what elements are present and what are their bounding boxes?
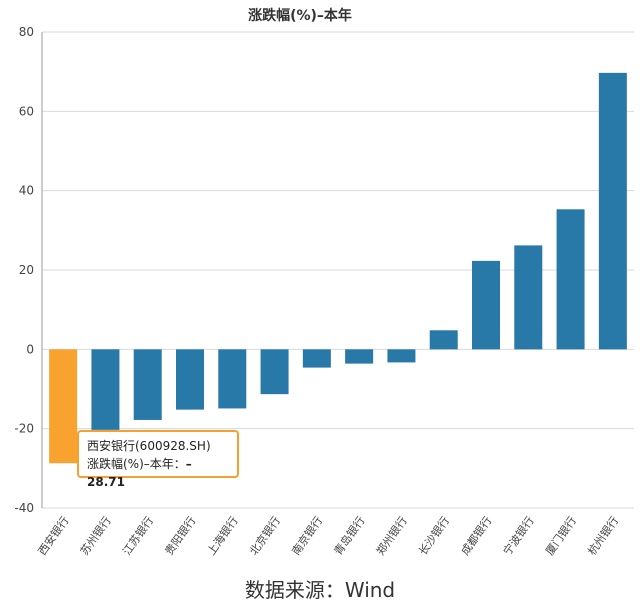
bar[interactable] (218, 349, 247, 409)
bar[interactable] (429, 330, 458, 350)
tooltip-value-line: 涨跌幅(%)–本年：–28.71 (87, 455, 229, 491)
bar[interactable] (556, 209, 585, 350)
bar[interactable] (176, 349, 204, 410)
y-tick-label: 40 (19, 184, 34, 198)
bar-chart: 涨跌幅(%)–本年 -40 -20 0 20 40 60 80 西安银行 苏州银行 江苏银行 贵阳… (14, 7, 634, 558)
bar[interactable] (302, 349, 331, 368)
y-axis-ticks: -40 -20 0 20 40 60 80 (14, 25, 34, 515)
bar[interactable] (387, 349, 416, 363)
bar[interactable] (472, 260, 500, 350)
y-tick-label: 80 (19, 25, 34, 39)
y-tick-label: -20 (14, 422, 34, 436)
x-tick-label: 长沙银行 (415, 514, 452, 558)
x-tick-label: 宁波银行 (500, 514, 537, 558)
bar[interactable] (133, 349, 162, 420)
bar[interactable] (345, 349, 374, 364)
tooltip-title: 西安银行(600928.SH) (87, 439, 211, 453)
x-tick-label: 南京银行 (289, 514, 326, 558)
chart-title: 涨跌幅(%)–本年 (248, 7, 352, 24)
x-tick-label: 江苏银行 (119, 514, 156, 558)
tooltip-value-label: 涨跌幅(%)–本年： (87, 457, 186, 471)
x-tick-label: 西安银行 (35, 514, 72, 558)
bar[interactable] (49, 349, 78, 464)
x-tick-label: 北京银行 (246, 514, 283, 558)
x-tick-label: 上海银行 (204, 514, 241, 558)
x-tick-label: 厦门银行 (542, 514, 579, 558)
y-tick-label: 60 (19, 104, 34, 118)
x-tick-label: 杭州银行 (585, 514, 622, 558)
bar[interactable] (598, 72, 627, 350)
y-tick-label: 0 (26, 342, 34, 356)
bar[interactable] (514, 245, 543, 350)
y-tick-label: -40 (14, 501, 34, 515)
bars (49, 72, 627, 464)
bar[interactable] (260, 349, 289, 395)
x-tick-label: 青岛银行 (331, 514, 368, 558)
x-axis-labels: 西安银行 苏州银行 江苏银行 贵阳银行 上海银行 北京银行 南京银行 青岛银行 郑州银行 长沙银行… (35, 514, 621, 558)
y-tick-label: 20 (19, 263, 34, 277)
x-tick-label: 成都银行 (458, 514, 495, 558)
x-tick-label: 贵阳银行 (162, 514, 199, 558)
tooltip: 西安银行(600928.SH) 涨跌幅(%)–本年：–28.71 (77, 430, 239, 489)
x-tick-label: 郑州银行 (373, 514, 410, 558)
bar[interactable] (91, 349, 120, 430)
x-tick-label: 苏州银行 (77, 514, 114, 558)
tooltip-value: –28.71 (87, 457, 192, 489)
source-note: 数据来源：Wind (244, 578, 396, 602)
